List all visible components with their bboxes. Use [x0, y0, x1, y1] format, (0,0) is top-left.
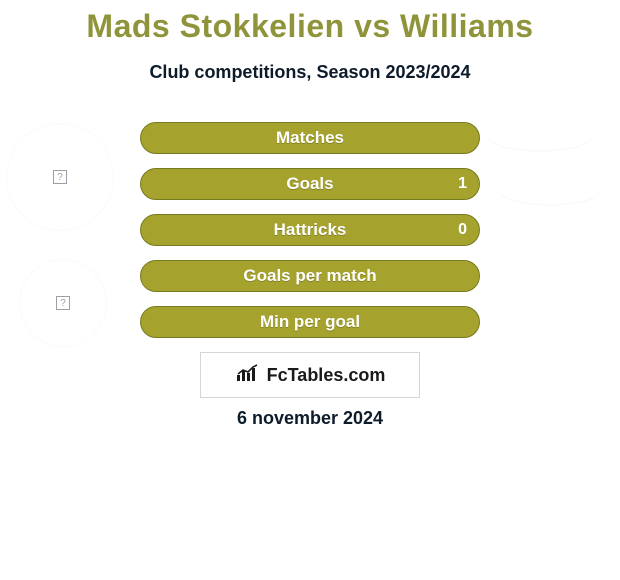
fctables-badge: FcTables.com — [200, 352, 420, 398]
page-subtitle: Club competitions, Season 2023/2024 — [0, 62, 620, 83]
stat-bar: Goals per match — [140, 260, 480, 292]
stat-bar: Goals1 — [140, 168, 480, 200]
pill-1 — [490, 124, 590, 150]
stat-bar-label: Goals — [141, 174, 479, 194]
stat-bar: Min per goal — [140, 306, 480, 338]
stat-bar-value: 1 — [458, 175, 467, 193]
barchart-icon — [235, 363, 261, 388]
stats-comparison-canvas: Mads Stokkelien vs Williams Club competi… — [0, 0, 620, 580]
fctables-text: FcTables.com — [267, 365, 386, 386]
pill-2 — [500, 178, 600, 204]
image-placeholder-icon: ? — [53, 170, 67, 184]
player1-avatar: ? — [7, 124, 113, 230]
stat-bar: Hattricks0 — [140, 214, 480, 246]
stat-bar-label: Min per goal — [141, 312, 479, 332]
date-text: 6 november 2024 — [0, 408, 620, 429]
player2-avatar: ? — [20, 260, 106, 346]
image-placeholder-icon: ? — [56, 296, 70, 310]
stat-bar: Matches — [140, 122, 480, 154]
stat-bar-value: 0 — [458, 221, 467, 239]
stat-bar-label: Matches — [141, 128, 479, 148]
stat-bar-label: Goals per match — [141, 266, 479, 286]
page-title: Mads Stokkelien vs Williams — [0, 8, 620, 45]
stat-bar-label: Hattricks — [141, 220, 479, 240]
